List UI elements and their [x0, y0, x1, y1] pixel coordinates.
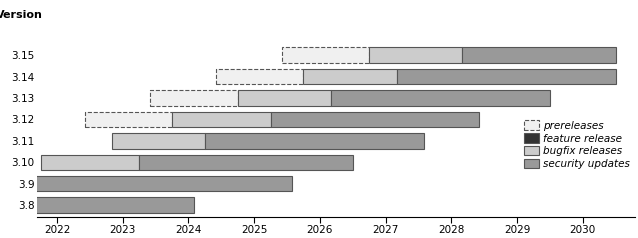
Bar	[463, 47, 616, 63]
Bar	[369, 47, 463, 63]
Bar	[238, 90, 331, 106]
Legend: prereleases, feature release, bugfix releases, security updates: prereleases, feature release, bugfix rel…	[524, 120, 630, 169]
Bar	[216, 69, 304, 84]
Bar	[41, 154, 139, 170]
Bar	[151, 90, 238, 106]
Bar	[304, 69, 397, 84]
Bar	[172, 112, 271, 127]
Text: Version: Version	[0, 10, 42, 20]
Bar	[85, 112, 172, 127]
Bar	[397, 69, 616, 84]
Bar	[0, 197, 194, 213]
Bar	[331, 90, 550, 106]
Bar	[205, 133, 424, 149]
Bar	[112, 133, 205, 149]
Bar	[139, 154, 353, 170]
Bar	[282, 47, 369, 63]
Bar	[271, 112, 479, 127]
Bar	[0, 176, 292, 191]
